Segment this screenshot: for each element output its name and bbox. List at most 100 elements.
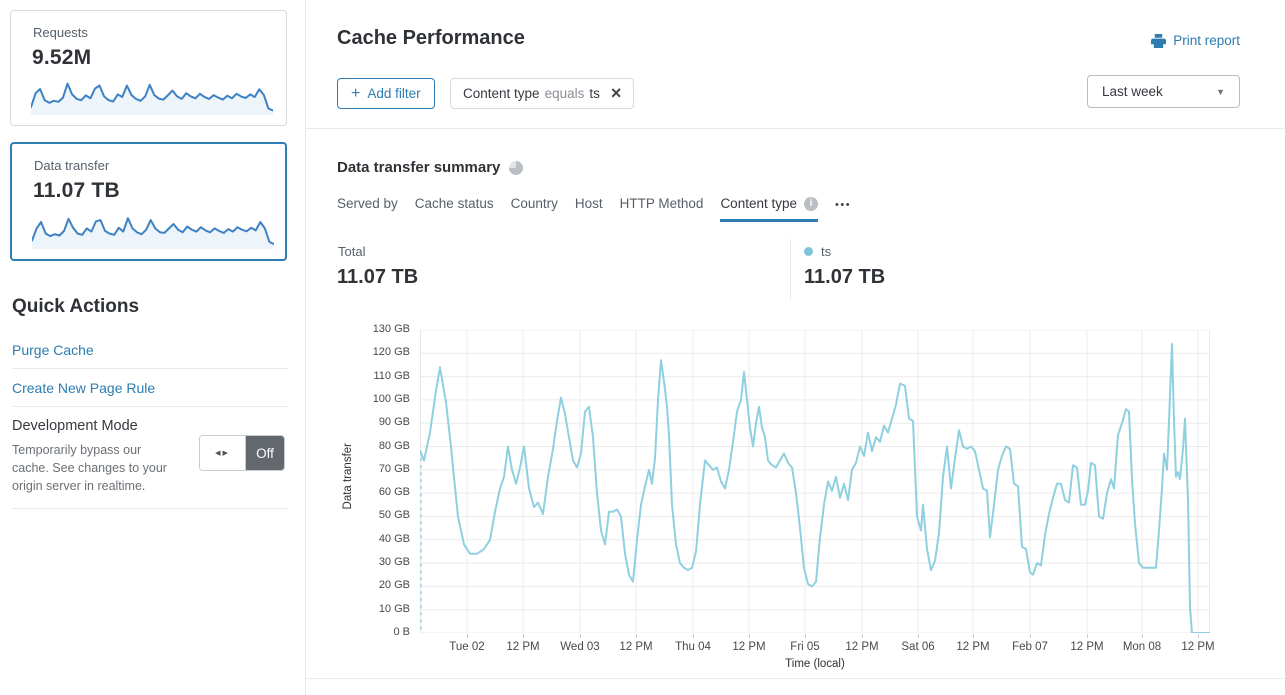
divider [12,368,288,369]
data-transfer-sparkline [31,211,275,249]
print-report-label: Print report [1173,33,1240,48]
y-axis-tick-label: 60 GB [378,486,410,499]
x-axis-tick [636,634,637,638]
legend-value: 11.07 TB [804,266,886,288]
legend-dot-icon [804,247,813,256]
info-icon[interactable]: i [804,196,818,211]
quick-actions-title: Quick Actions [12,296,140,317]
filter-chip-field: Content type [463,86,540,101]
x-axis-tick [749,634,750,638]
filter-chip-value: ts [589,86,600,101]
x-axis-tick-label: 12 PM [619,641,653,653]
x-axis-tick [973,634,974,638]
y-axis-tick-label: 80 GB [378,439,410,452]
summary-header: Data transfer summary [337,159,524,176]
y-axis-tick-label: 50 GB [378,509,410,522]
summary-title: Data transfer summary [337,159,501,176]
add-filter-label: Add filter [367,86,421,101]
x-axis-tick [523,634,524,638]
header-divider [306,128,1285,129]
requests-sparkline [30,77,274,115]
data-transfer-chart [419,329,1211,634]
x-axis-tick-label: Thu 04 [675,641,711,653]
y-axis-tick-label: 10 GB [378,602,410,615]
y-axis-title: Data transfer [342,443,354,510]
x-axis-tick-label: Wed 03 [560,641,600,653]
sidebar-separator [305,0,306,695]
y-axis-tick-label: 20 GB [378,579,410,592]
filter-chip-operator: equals [544,86,585,101]
x-axis-tick [693,634,694,638]
requests-label: Requests [33,25,88,40]
x-axis-tick [1087,634,1088,638]
x-axis-tick [1198,634,1199,638]
filter-chip[interactable]: Content type equals ts × [450,78,635,109]
y-axis-tick-label: 30 GB [378,556,410,569]
x-axis-tick-label: Tue 02 [449,641,485,653]
legend-divider [790,239,791,300]
x-axis-tick [918,634,919,638]
printer-icon [1151,33,1167,48]
divider [12,508,288,509]
x-axis-tick-label: 12 PM [956,641,990,653]
y-axis-tick-label: 100 GB [372,392,410,405]
y-axis-tick-label: 130 GB [372,323,410,335]
y-axis-tick-label: 70 GB [378,462,410,475]
series-legend[interactable]: ts [804,244,831,259]
tab-content-type[interactable]: Content type i [720,196,818,222]
y-axis-tick-label: 110 GB [373,369,411,382]
more-tabs-button[interactable]: ••• [835,199,852,211]
tab-served-by[interactable]: Served by [337,196,398,211]
x-axis-tick-label: Feb 07 [1012,641,1048,653]
divider [12,406,288,407]
dev-mode-toggle[interactable]: ◀▶ Off [199,435,285,471]
y-axis-tick-label: 40 GB [378,532,410,545]
page-title: Cache Performance [337,27,525,49]
total-value: 11.07 TB [337,266,419,288]
print-report-link[interactable]: Print report [1151,33,1240,48]
dimension-tabs: Served by Cache status Country Host HTTP… [337,196,851,222]
x-axis-tick-label: 12 PM [1181,641,1215,653]
x-axis-tick-label: 12 PM [845,641,879,653]
data-transfer-value: 11.07 TB [33,179,120,202]
purge-cache-link[interactable]: Purge Cache [12,342,94,358]
requests-value: 9.52M [32,46,92,69]
requests-metric-card[interactable]: Requests 9.52M [10,10,287,126]
y-axis-tick-label: 90 GB [378,416,410,429]
data-transfer-label: Data transfer [34,158,110,173]
create-page-rule-link[interactable]: Create New Page Rule [12,380,156,396]
data-transfer-metric-card[interactable]: Data transfer 11.07 TB [10,142,287,261]
tab-http-method[interactable]: HTTP Method [619,196,704,211]
x-axis-tick [580,634,581,638]
y-axis-tick-label: 120 GB [372,346,410,359]
x-axis-tick-label: 12 PM [506,641,540,653]
x-axis-title: Time (local) [785,658,845,670]
add-filter-button[interactable]: + Add filter [337,78,435,109]
x-axis-tick-label: Sat 06 [901,641,935,653]
chevron-down-icon: ▼ [1216,86,1225,97]
x-axis-tick [1142,634,1143,638]
toggle-arrows-icon: ◀▶ [200,436,246,470]
dev-mode-description: Temporarily bypass our cache. See change… [12,443,167,493]
x-axis-tick-label: Fri 05 [790,641,820,653]
x-axis-tick [1030,634,1031,638]
data-freshness-icon [509,160,524,175]
filter-remove-icon[interactable]: × [610,83,622,104]
tab-country[interactable]: Country [510,196,558,211]
dev-mode-title: Development Mode [12,418,138,434]
plus-icon: + [351,84,361,102]
bottom-divider [306,678,1285,679]
tab-host[interactable]: Host [574,196,603,211]
tab-cache-status[interactable]: Cache status [414,196,494,211]
x-axis-tick [467,634,468,638]
x-axis-tick [862,634,863,638]
dev-mode-state: Off [246,436,284,470]
time-range-select[interactable]: Last week ▼ [1087,75,1240,108]
time-range-value: Last week [1102,84,1163,99]
total-label: Total [338,244,366,259]
legend-name: ts [821,244,832,259]
y-axis-tick-label: 0 B [393,626,410,638]
x-axis-tick-label: 12 PM [1070,641,1104,653]
x-axis-tick-label: 12 PM [732,641,766,653]
